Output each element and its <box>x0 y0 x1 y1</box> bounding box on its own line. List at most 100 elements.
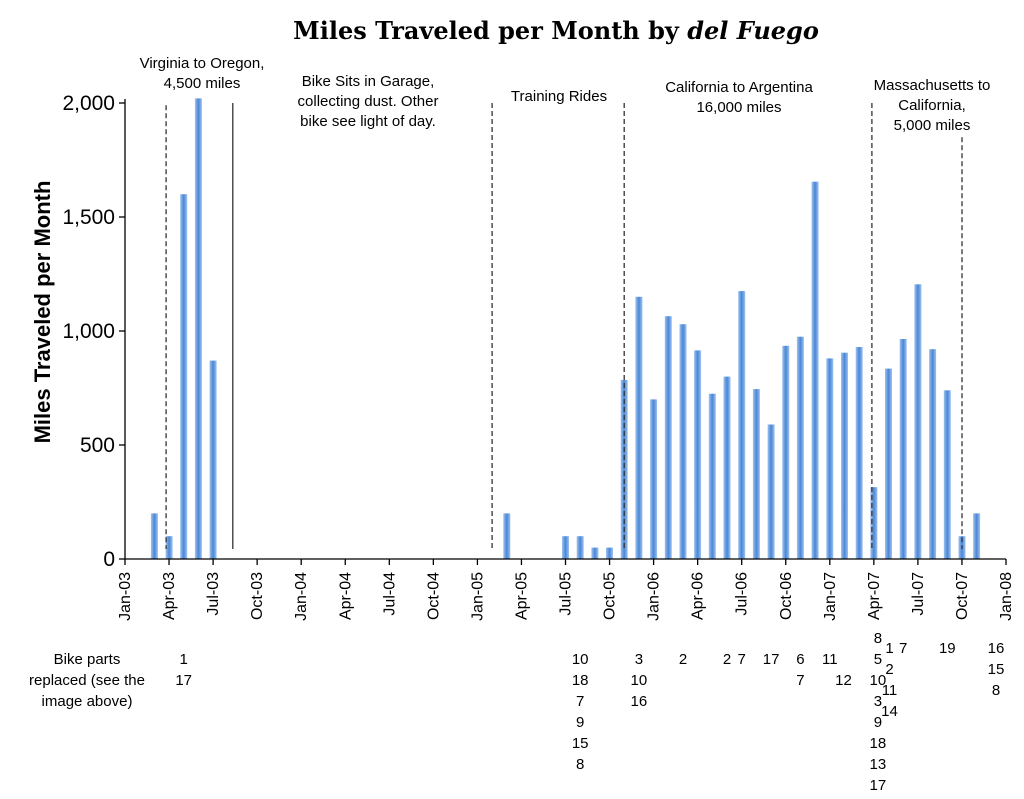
bar-2003-06 <box>194 98 202 560</box>
bar-2005-07 <box>562 536 569 559</box>
part-number: 18 <box>572 672 589 689</box>
part-number: 9 <box>576 714 584 731</box>
chart-title-italic: del Fuego <box>687 16 819 45</box>
x-tick-label: Jul-06 <box>734 572 751 616</box>
x-tick-label: Jan-07 <box>822 572 839 621</box>
parts-2007-05: 1 2 11 14 <box>881 640 898 720</box>
x-tick-label: Jul-07 <box>910 572 927 616</box>
parts-2007-09: 19 <box>939 640 956 657</box>
bar-2007-01 <box>826 358 834 559</box>
parts-2006-07: 7 <box>738 651 746 668</box>
bar-2003-03 <box>150 513 158 559</box>
bar-2003-05 <box>180 194 188 559</box>
part-number: 16 <box>988 640 1005 657</box>
x-tick-label: Jan-05 <box>469 572 486 621</box>
part-number: 3 <box>874 693 882 710</box>
annotation-mass: Massachusetts to California, 5,000 miles <box>874 77 991 134</box>
annotation-line: California to Argentina <box>665 79 813 96</box>
x-tick-label: Jan-08 <box>998 572 1015 621</box>
bar-2006-02 <box>664 316 672 559</box>
annotation-line: Massachusetts to <box>874 77 991 94</box>
part-number: 16 <box>631 693 648 710</box>
x-tick-label: Apr-07 <box>866 572 883 620</box>
part-number: 19 <box>939 640 956 657</box>
bar-2005-12 <box>635 296 643 559</box>
part-number: 14 <box>881 703 898 720</box>
bar-2006-08 <box>752 389 760 559</box>
part-number: 8 <box>992 682 1000 699</box>
part-number: 2 <box>723 651 731 668</box>
annotation-training: Training Rides <box>511 88 607 105</box>
bar-2006-09 <box>767 424 775 559</box>
part-number: 17 <box>870 777 887 794</box>
parts-2007-04: 8 5 10 3 9 18 13 17 <box>870 630 887 794</box>
dividers-layer <box>165 103 963 549</box>
x-tick-label: Apr-06 <box>690 572 707 620</box>
part-number: 6 <box>796 651 804 668</box>
bar-2007-09 <box>943 390 951 559</box>
chart-title: Miles Traveled per Month by del Fuego <box>293 16 819 45</box>
part-number: 15 <box>572 735 589 752</box>
parts-2007-01: 11 <box>822 651 838 668</box>
y-tick-label: 2,000 <box>62 92 115 115</box>
bar-2007-07 <box>914 284 922 559</box>
y-tick-label: 0 <box>103 548 115 571</box>
bars-layer <box>150 98 981 560</box>
part-number: 2 <box>679 651 687 668</box>
annotation-virginia: Virginia to Oregon, 4,500 miles <box>140 55 265 92</box>
bar-2006-12 <box>811 181 819 559</box>
parts-label: Bike parts replaced (see the image above) <box>29 651 145 710</box>
bar-2007-05 <box>885 368 892 559</box>
annotation-line: Training Rides <box>511 88 607 105</box>
annotation-line: California, <box>898 97 966 114</box>
part-number: 11 <box>882 682 898 699</box>
bar-2006-05 <box>708 393 716 559</box>
bar-2006-11 <box>796 336 804 559</box>
x-tick-label: Oct-03 <box>249 572 266 620</box>
bar-2007-03 <box>855 347 863 559</box>
x-tick-label: Jul-03 <box>205 572 222 616</box>
annotation-garage: Bike Sits in Garage, collecting dust. Oth… <box>298 73 439 130</box>
y-axis-label: Miles Traveled per Month <box>30 181 55 444</box>
bar-2005-11 <box>620 380 628 559</box>
annotation-line: 4,500 miles <box>164 75 241 92</box>
x-tick-label: Jul-04 <box>381 572 398 616</box>
part-number: 10 <box>870 672 887 689</box>
part-number: 13 <box>870 756 887 773</box>
annotation-line: bike see light of day. <box>300 113 436 130</box>
y-tick-label: 1,000 <box>62 320 115 343</box>
parts-layer: Bike parts replaced (see the image above) 1… <box>29 630 1004 794</box>
parts-2007-06: 7 <box>899 640 907 657</box>
bar-2006-03 <box>679 324 687 559</box>
x-tick-label: Jan-03 <box>117 572 134 621</box>
bar-2007-02 <box>841 352 848 559</box>
part-number: 7 <box>738 651 746 668</box>
part-number: 7 <box>899 640 907 657</box>
part-number: 18 <box>870 735 887 752</box>
parts-2005-12: 3 10 16 <box>631 651 648 710</box>
parts-2007-02: 12 <box>835 672 852 689</box>
annotation-line: collecting dust. Other <box>298 93 439 110</box>
part-number: 10 <box>572 651 589 668</box>
x-tick-label: Oct-04 <box>425 572 442 620</box>
part-number: 9 <box>874 714 882 731</box>
y-tick-label: 1,500 <box>62 206 115 229</box>
part-number: 17 <box>763 651 780 668</box>
parts-label-line: image above) <box>42 693 133 710</box>
x-tick-label: Jan-04 <box>293 572 310 621</box>
x-tick-label: Oct-07 <box>954 572 971 620</box>
part-number: 15 <box>988 661 1005 678</box>
parts-2006-09: 17 <box>763 651 780 668</box>
x-tick-label: Jul-05 <box>558 572 575 616</box>
part-number: 11 <box>822 651 838 668</box>
part-number: 8 <box>874 630 882 647</box>
bar-2006-04 <box>694 350 702 559</box>
part-number: 7 <box>796 672 804 689</box>
x-tick-label: Oct-05 <box>602 572 619 620</box>
parts-2006-06: 2 <box>723 651 731 668</box>
parts-2003-05: 1 17 <box>175 651 192 689</box>
annotations-layer: Virginia to Oregon, 4,500 miles Bike Sits … <box>140 55 991 134</box>
annotation-argentina: California to Argentina 16,000 miles <box>665 79 813 116</box>
